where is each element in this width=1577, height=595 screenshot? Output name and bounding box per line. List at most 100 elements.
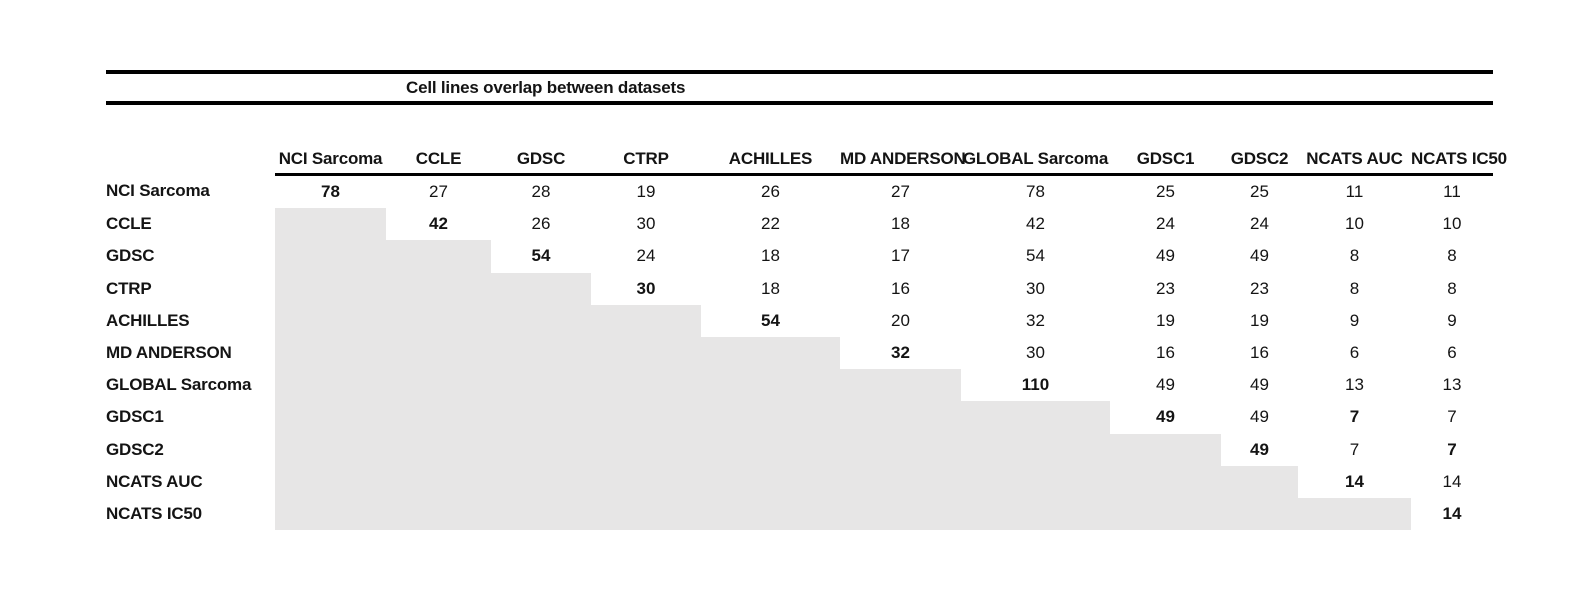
row-label-ccle: CCLE [106, 214, 152, 234]
cell-achilles-gdsc [491, 304, 591, 337]
cell-gdsc2-ctrp [591, 433, 701, 466]
cell-gdsc-gdsc: 54 [531, 246, 551, 266]
cell-gdsc-gdsc1: 49 [1156, 246, 1175, 266]
overlap-table-figure: Cell lines overlap between datasets NCI … [106, 70, 1507, 531]
cell-achilles-gdsc2: 19 [1250, 310, 1269, 330]
cell-gdsc-ctrp: 24 [636, 246, 656, 266]
cell-ctrp-gdsc2: 23 [1250, 278, 1269, 298]
cell-ccle-achilles: 22 [761, 214, 780, 234]
cell-gdsc1-ctrp [591, 401, 701, 434]
cell-ctrp-ctrp: 30 [636, 278, 656, 298]
cell-ccle-gdsc1: 24 [1156, 214, 1175, 234]
cell-global-sarcoma-gdsc2: 49 [1250, 375, 1269, 395]
table-row-ccle: CCLE 42 26 30 22 18 42 24 24 10 10 [106, 208, 1493, 241]
cell-global-sarcoma-md-anderson [840, 369, 961, 402]
cell-achilles-md-anderson: 20 [891, 310, 910, 330]
cell-gdsc2-ncats-ic50: 7 [1447, 439, 1457, 459]
cell-gdsc2-nci-sarcoma [275, 433, 386, 466]
cell-ccle-global-sarcoma: 42 [1026, 214, 1045, 234]
title-bottom-rule [106, 101, 1493, 105]
cell-ncats-auc-nci-sarcoma [275, 465, 386, 498]
cell-nci-sarcoma-achilles: 26 [761, 182, 780, 202]
row-label-global-sarcoma: GLOBAL Sarcoma [106, 375, 252, 395]
cell-global-sarcoma-ctrp [591, 369, 701, 402]
cell-gdsc1-global-sarcoma [961, 401, 1110, 434]
cell-nci-sarcoma-gdsc: 28 [531, 182, 551, 202]
cell-ccle-ccle: 42 [429, 214, 448, 234]
cell-gdsc2-ncats-auc: 7 [1349, 439, 1360, 459]
cell-md-anderson-ctrp [591, 336, 701, 370]
row-label-ncats-ic50: NCATS IC50 [106, 503, 202, 523]
cell-ncats-ic50-gdsc [491, 497, 591, 531]
cell-md-anderson-gdsc [491, 336, 591, 370]
cell-global-sarcoma-gdsc [491, 369, 591, 402]
cell-gdsc2-gdsc2: 49 [1250, 439, 1269, 459]
header-row: NCI Sarcoma CCLE GDSC CTRP ACHILLES MD ANDERS… [106, 144, 1507, 176]
cell-nci-sarcoma-ncats-auc: 11 [1345, 182, 1364, 202]
cell-global-sarcoma-ncats-ic50: 13 [1442, 375, 1462, 395]
cell-gdsc1-ccle [386, 401, 491, 434]
overlap-matrix-table: NCI Sarcoma CCLE GDSC CTRP ACHILLES MD ANDERS… [106, 144, 1507, 531]
col-header-global-sarcoma: GLOBAL Sarcoma [961, 144, 1110, 176]
cell-ncats-ic50-global-sarcoma [961, 497, 1110, 531]
table-row-ctrp: CTRP 30 18 16 30 23 23 8 8 [106, 272, 1493, 305]
cell-ccle-nci-sarcoma [275, 208, 386, 241]
row-label-md-anderson: MD ANDERSON [106, 343, 232, 363]
cell-gdsc-achilles: 18 [761, 246, 780, 266]
cell-achilles-achilles: 54 [761, 310, 780, 330]
cell-ncats-ic50-md-anderson [840, 497, 961, 531]
cell-md-anderson-md-anderson: 32 [891, 343, 910, 363]
cell-nci-sarcoma-md-anderson: 27 [891, 182, 910, 202]
cell-gdsc1-ncats-auc: 7 [1349, 407, 1360, 427]
cell-ctrp-global-sarcoma: 30 [1026, 278, 1045, 298]
cell-gdsc-md-anderson: 17 [891, 246, 910, 266]
col-header-gdsc: GDSC [491, 144, 591, 176]
cell-ccle-ncats-ic50: 10 [1442, 214, 1462, 234]
cell-md-anderson-achilles [701, 336, 840, 370]
cell-md-anderson-ncats-auc: 6 [1349, 343, 1360, 363]
cell-md-anderson-global-sarcoma: 30 [1026, 343, 1045, 363]
cell-achilles-nci-sarcoma [275, 304, 386, 337]
cell-achilles-ccle [386, 304, 491, 337]
col-header-nci-sarcoma: NCI Sarcoma [275, 144, 386, 176]
corner-cell [106, 144, 275, 175]
cell-nci-sarcoma-ccle: 27 [429, 182, 448, 202]
table-title: Cell lines overlap between datasets [406, 77, 686, 97]
table-title-row: Cell lines overlap between datasets [106, 74, 1493, 101]
cell-ncats-auc-gdsc1 [1110, 465, 1221, 498]
cell-ncats-auc-achilles [701, 465, 840, 498]
cell-gdsc1-md-anderson [840, 401, 961, 434]
cell-achilles-ctrp [591, 304, 701, 337]
row-label-gdsc1: GDSC1 [106, 407, 164, 427]
cell-ncats-auc-gdsc [491, 465, 591, 498]
cell-achilles-global-sarcoma: 32 [1026, 310, 1045, 330]
row-label-ncats-auc: NCATS AUC [106, 471, 203, 491]
cell-gdsc1-ncats-ic50: 7 [1447, 407, 1457, 427]
cell-gdsc-ccle [386, 240, 491, 273]
matrix-body: NCI Sarcoma 78 27 28 19 26 27 78 25 25 11 11 CCLE 42 2… [106, 175, 1493, 531]
cell-gdsc2-gdsc1 [1110, 433, 1221, 466]
cell-ncats-ic50-ctrp [591, 497, 701, 531]
cell-ncats-auc-global-sarcoma [961, 465, 1110, 498]
cell-ncats-auc-ncats-ic50: 14 [1442, 471, 1462, 491]
cell-global-sarcoma-global-sarcoma: 110 [1021, 375, 1050, 395]
cell-md-anderson-ncats-ic50: 6 [1447, 343, 1457, 363]
col-header-achilles: ACHILLES [701, 144, 840, 176]
row-label-gdsc2: GDSC2 [106, 439, 164, 459]
row-label-ctrp: CTRP [106, 278, 152, 298]
table-row-achilles: ACHILLES 54 20 32 19 19 9 9 [106, 304, 1493, 337]
cell-gdsc1-gdsc2: 49 [1250, 407, 1269, 427]
cell-gdsc1-gdsc1: 49 [1156, 407, 1175, 427]
cell-ncats-ic50-gdsc2 [1221, 497, 1298, 531]
cell-ccle-ncats-auc: 10 [1345, 214, 1364, 234]
cell-md-anderson-ccle [386, 336, 491, 370]
table-row-gdsc: GDSC 54 24 18 17 54 49 49 8 8 [106, 240, 1493, 273]
cell-ncats-ic50-achilles [701, 497, 840, 531]
cell-gdsc2-ccle [386, 433, 491, 466]
cell-gdsc2-achilles [701, 433, 840, 466]
cell-ccle-gdsc2: 24 [1250, 214, 1269, 234]
table-row-md-anderson: MD ANDERSON 32 30 16 16 6 6 [106, 336, 1493, 370]
cell-md-anderson-gdsc1: 16 [1156, 343, 1175, 363]
cell-gdsc-global-sarcoma: 54 [1026, 246, 1045, 266]
cell-ctrp-ncats-auc: 8 [1349, 278, 1360, 298]
